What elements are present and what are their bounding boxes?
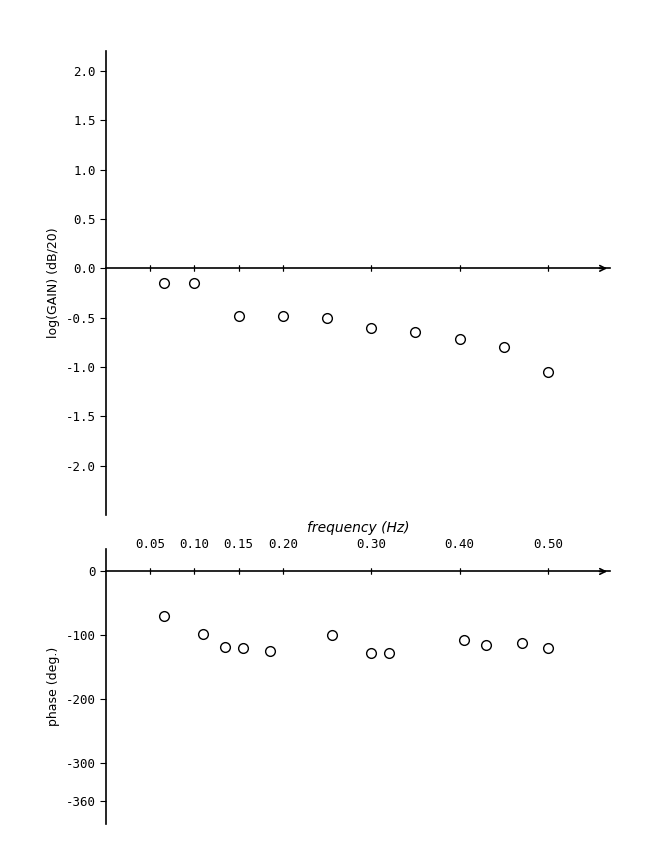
Point xyxy=(158,609,169,623)
Text: 0.40: 0.40 xyxy=(445,538,475,551)
Point xyxy=(158,276,169,290)
Text: 0.15: 0.15 xyxy=(223,538,254,551)
Y-axis label: log(GAIN) (dB/20): log(GAIN) (dB/20) xyxy=(47,228,60,338)
Y-axis label: phase (deg.): phase (deg.) xyxy=(47,647,60,726)
Point xyxy=(410,325,421,339)
Text: 0.30: 0.30 xyxy=(356,538,387,551)
Text: 0.50: 0.50 xyxy=(533,538,563,551)
Text: 0.05: 0.05 xyxy=(135,538,165,551)
Point xyxy=(238,641,249,655)
Point xyxy=(278,309,288,323)
Point xyxy=(543,365,554,378)
Point xyxy=(384,646,394,660)
Text: 0.20: 0.20 xyxy=(268,538,298,551)
Point xyxy=(366,646,377,660)
Point xyxy=(516,636,527,650)
Point xyxy=(220,640,231,654)
Point xyxy=(459,633,469,647)
Point xyxy=(543,641,554,655)
Point xyxy=(366,321,377,335)
Point xyxy=(322,311,332,324)
Point xyxy=(454,332,465,346)
Text: frequency (Hz): frequency (Hz) xyxy=(307,521,409,535)
Point xyxy=(481,638,491,652)
Point xyxy=(189,276,200,290)
Point xyxy=(233,309,244,323)
Point xyxy=(326,628,337,642)
Text: 0.10: 0.10 xyxy=(180,538,210,551)
Point xyxy=(198,627,209,641)
Point xyxy=(499,341,509,354)
Point xyxy=(265,644,275,658)
